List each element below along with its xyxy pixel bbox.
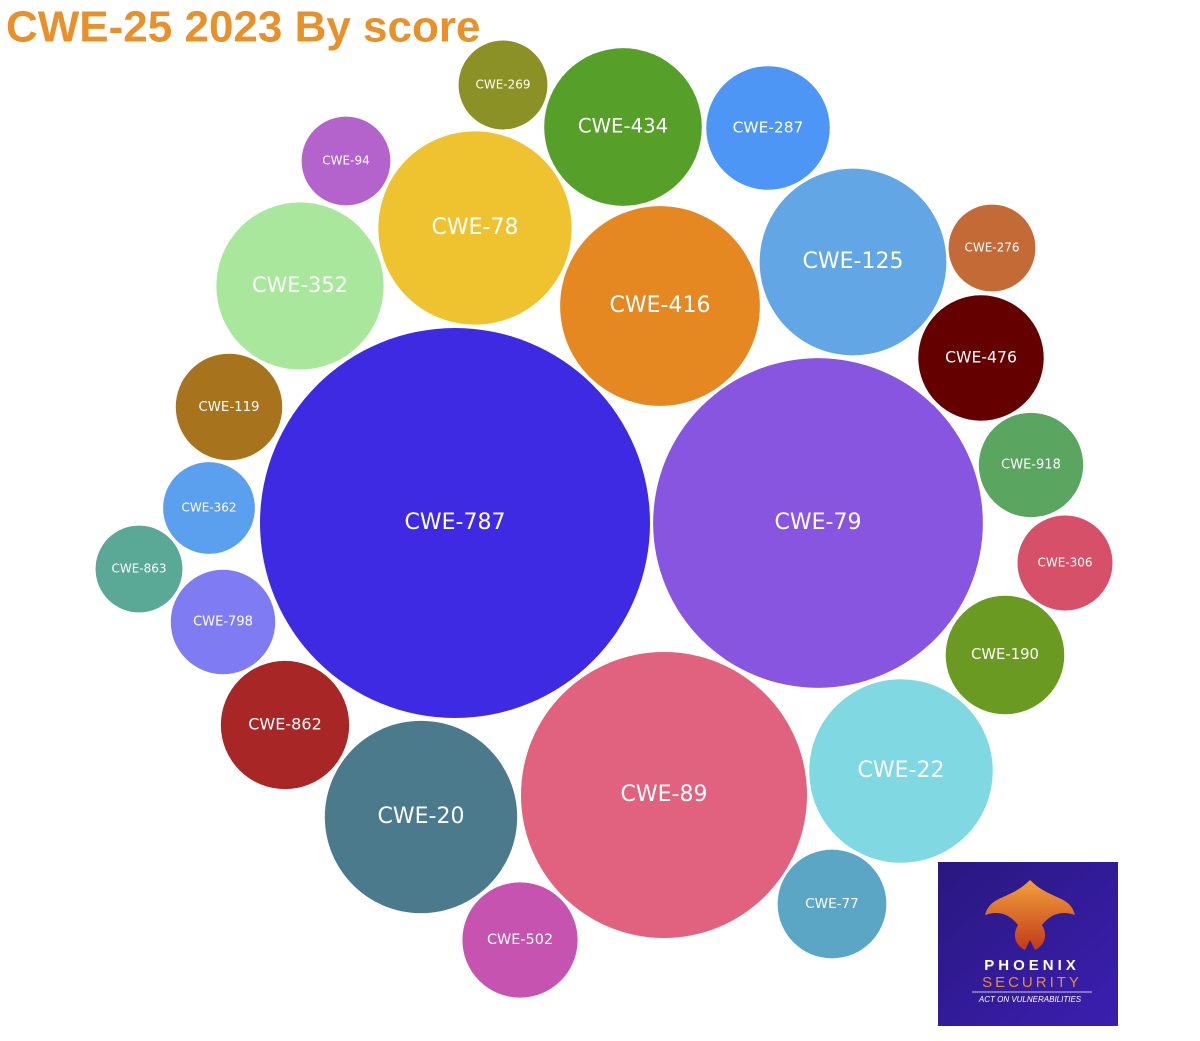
bubble-label: CWE-362: [181, 501, 236, 515]
bubble: [378, 131, 572, 325]
bubble-label: CWE-862: [248, 715, 322, 734]
bubble: [520, 651, 808, 939]
bubble-label: CWE-306: [1037, 556, 1092, 570]
bubble: [777, 849, 887, 959]
bubble: [1017, 515, 1113, 611]
logo-name: PHOENIX: [984, 957, 1080, 974]
bubble-label: CWE-269: [475, 78, 530, 92]
bubble-label: CWE-352: [252, 273, 348, 297]
bubble-label: CWE-119: [198, 400, 259, 415]
bubble-label: CWE-78: [432, 215, 519, 240]
bubble-label: CWE-79: [775, 510, 862, 535]
bubble: [978, 412, 1084, 518]
bubble-label: CWE-863: [111, 562, 166, 576]
bubble: [301, 116, 391, 206]
bubble: [324, 720, 518, 914]
logo-tagline: ACT ON VULNERABILITIES: [978, 995, 1082, 1004]
bubble: [918, 295, 1044, 421]
logo-icon: [985, 880, 1075, 950]
bubble-label: CWE-20: [378, 804, 465, 829]
bubble: [95, 525, 183, 613]
bubble-label: CWE-287: [733, 119, 804, 137]
bubble: [260, 328, 650, 718]
logo-name2: SECURITY: [982, 974, 1082, 991]
bubble: [544, 48, 702, 206]
bubble: [458, 40, 548, 130]
bubble: [462, 882, 578, 998]
bubble-label: CWE-89: [621, 782, 708, 807]
bubble: [759, 168, 947, 356]
bubbles: CWE-787 CWE-79 CWE-89 CWE-416 CWE-78 CWE-20 CW…: [95, 40, 1113, 998]
bubble: [170, 569, 276, 675]
bubble: [175, 353, 283, 461]
logo: PHOENIX SECURITY ACT ON VULNERABILITIES: [938, 862, 1118, 1026]
bubble: [809, 679, 993, 863]
bubble-label: CWE-416: [610, 293, 711, 318]
bubble: [653, 358, 983, 688]
bubble-label: CWE-434: [578, 115, 668, 138]
bubble-label: CWE-94: [322, 154, 369, 168]
bubble: [560, 206, 760, 406]
bubble-label: CWE-787: [405, 510, 506, 535]
chart-title: CWE-25 2023 By score: [6, 3, 480, 52]
bubble-label: CWE-22: [858, 758, 945, 783]
bubble: [945, 595, 1065, 715]
bubble: [706, 66, 830, 190]
bubble-label: CWE-190: [971, 646, 1039, 663]
bubble-label: CWE-125: [803, 249, 904, 274]
bubble-label: CWE-276: [964, 241, 1019, 255]
bubble-label: CWE-918: [1001, 458, 1061, 473]
bubble: [220, 660, 350, 790]
bubble-label: CWE-798: [193, 615, 253, 630]
bubble-label: CWE-476: [945, 348, 1017, 367]
bubble-label: CWE-502: [487, 932, 553, 948]
bubble: [216, 202, 384, 370]
bubble-label: CWE-77: [805, 896, 859, 912]
bubble: [163, 462, 255, 554]
bubble: [948, 204, 1036, 292]
